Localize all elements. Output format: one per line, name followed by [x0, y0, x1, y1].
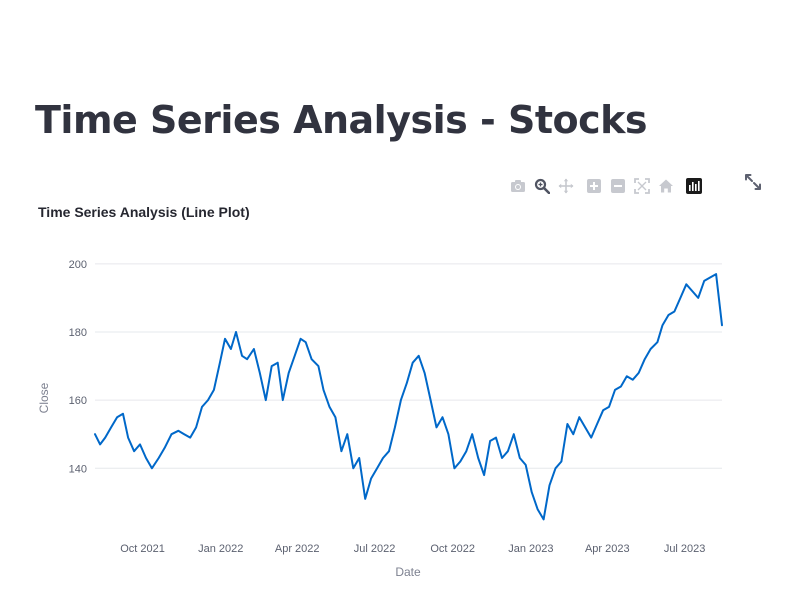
- pan-icon: [558, 178, 574, 194]
- plotly-logo-button[interactable]: [685, 177, 703, 195]
- x-tick-label: Oct 2022: [430, 543, 475, 555]
- home-icon: [659, 179, 673, 193]
- y-axis-ticks: 140 160 180 200: [69, 259, 87, 475]
- gridlines: [95, 263, 722, 469]
- autoscale-icon: [634, 178, 650, 194]
- page-title: Time Series Analysis - Stocks: [35, 98, 648, 142]
- chart-modebar: [509, 176, 709, 196]
- zoom-in-button[interactable]: [585, 177, 603, 195]
- chart-title: Time Series Analysis (Line Plot): [38, 204, 250, 220]
- download-png-button[interactable]: [509, 177, 527, 195]
- y-axis-title: Close: [37, 382, 51, 413]
- close-series-line[interactable]: [94, 273, 723, 521]
- x-tick-label: Apr 2022: [275, 543, 320, 555]
- reset-axes-button[interactable]: [657, 177, 675, 195]
- y-tick-label: 160: [69, 395, 87, 407]
- series-group: [94, 273, 723, 521]
- zoom-in-icon: [587, 179, 601, 193]
- y-tick-label: 180: [69, 327, 87, 339]
- fullscreen-button[interactable]: [744, 173, 762, 191]
- x-tick-label: Oct 2021: [120, 543, 165, 555]
- x-tick-label: Jan 2022: [198, 543, 243, 555]
- y-tick-label: 200: [69, 259, 87, 271]
- zoom-out-button[interactable]: [609, 177, 627, 195]
- plotly-logo-icon: [686, 178, 702, 194]
- x-tick-label: Jul 2022: [354, 543, 396, 555]
- zoom-icon: [534, 178, 550, 194]
- x-tick-label: Jul 2023: [664, 543, 706, 555]
- pan-button[interactable]: [557, 177, 575, 195]
- camera-icon: [511, 180, 525, 192]
- autoscale-button[interactable]: [633, 177, 651, 195]
- y-tick-label: 140: [69, 463, 87, 475]
- x-axis-title: Date: [395, 565, 421, 579]
- x-tick-label: Jan 2023: [508, 543, 553, 555]
- x-axis-ticks: Oct 2021 Jan 2022 Apr 2022 Jul 2022 Oct 2022…: [120, 543, 705, 555]
- x-tick-label: Apr 2023: [585, 543, 630, 555]
- expand-icon: [745, 174, 761, 190]
- zoom-button[interactable]: [533, 177, 551, 195]
- zoom-out-icon: [611, 179, 625, 193]
